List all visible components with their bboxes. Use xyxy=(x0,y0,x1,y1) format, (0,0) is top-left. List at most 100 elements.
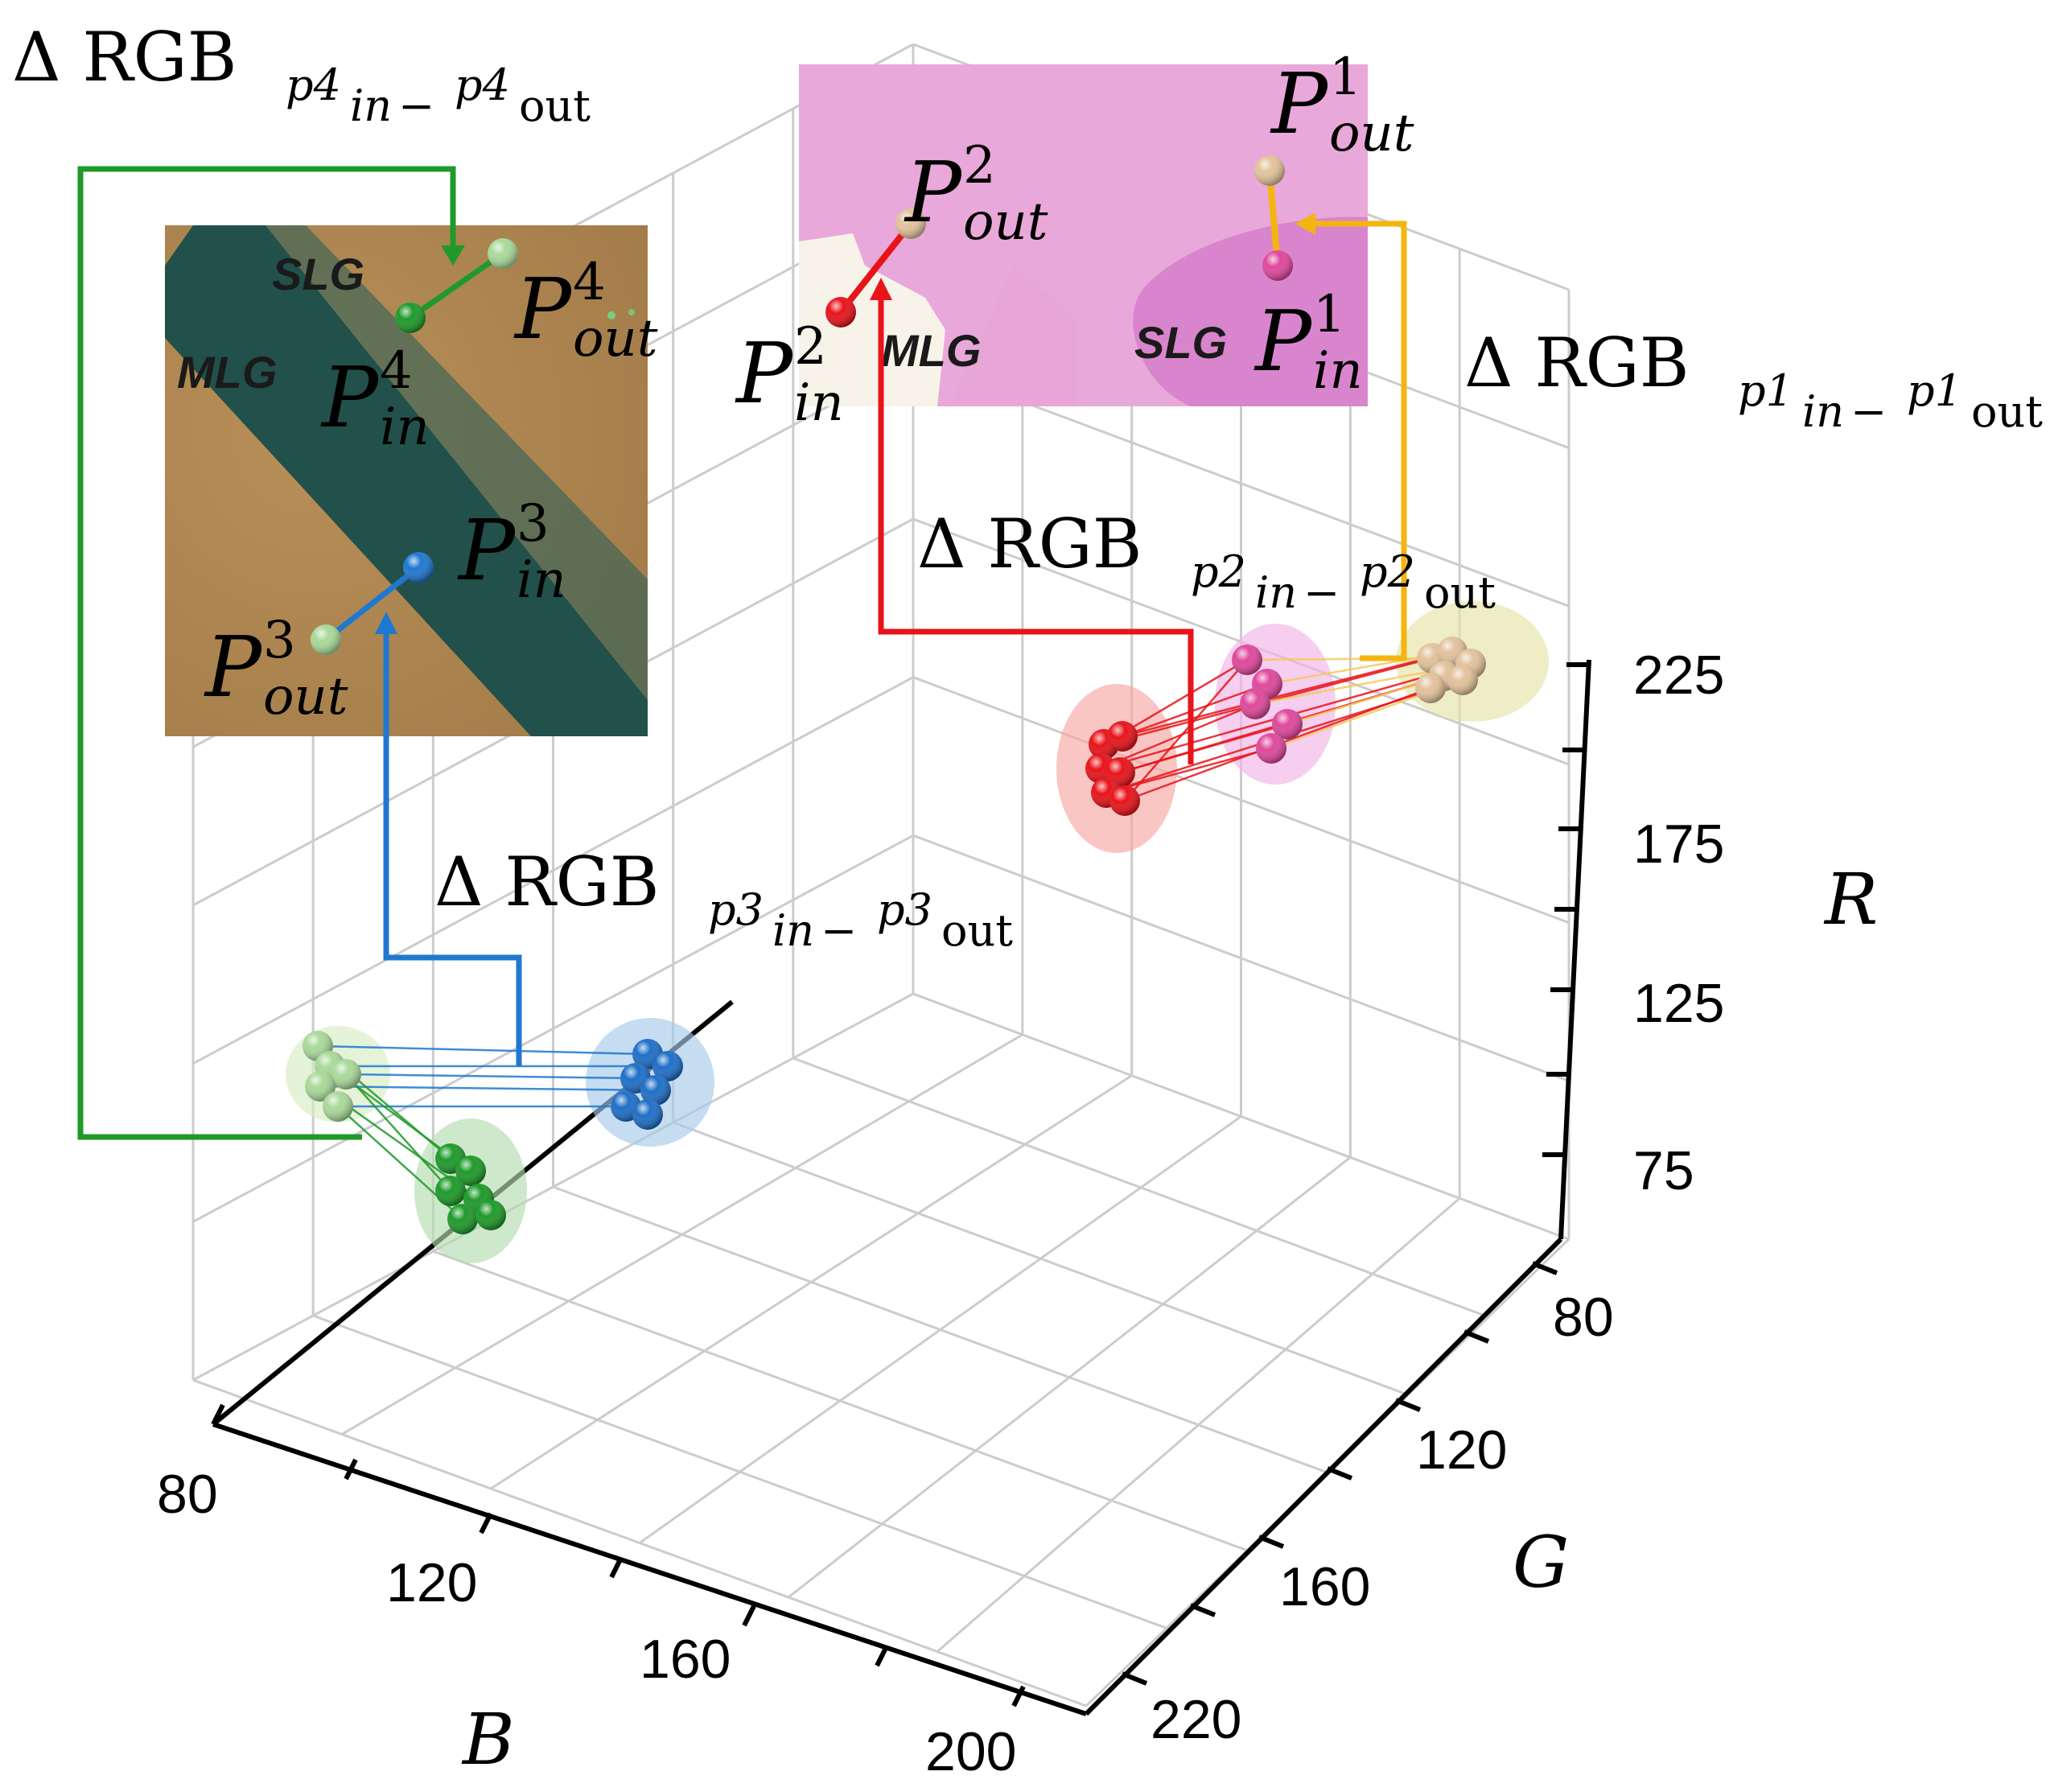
b-tick-label: 80 xyxy=(157,1464,218,1525)
delta-label-p2-sub-a: p2 xyxy=(1191,546,1246,597)
data-point-shade xyxy=(1256,733,1286,764)
pair-connection xyxy=(1122,650,1453,738)
b-axis-tick xyxy=(344,1458,358,1481)
floor-grid-line xyxy=(552,1185,1328,1474)
label-p3-out-sub: out xyxy=(263,667,348,727)
axis-label-r: R xyxy=(1823,858,1878,941)
g-axis-tick xyxy=(1189,1603,1216,1617)
b-axis-line xyxy=(212,1422,1087,1716)
g-tick-label: 160 xyxy=(1279,1556,1370,1617)
label-p1-in: P xyxy=(1253,292,1313,390)
b-axis-tick xyxy=(1011,1685,1026,1708)
data-point-shade xyxy=(1447,665,1478,695)
delta-label-p1-sub-a-idx: in xyxy=(1802,386,1844,437)
tick-labels: 80 120 160 200 80 120 160 220 75 125 175 225 xyxy=(157,645,1724,1782)
label-p3-in-sub: in xyxy=(517,550,566,610)
data-point-shade xyxy=(1415,673,1446,703)
data-point-shade xyxy=(1107,721,1138,752)
g-axis-tick xyxy=(1121,1671,1148,1686)
r-tick-label: 225 xyxy=(1633,645,1724,706)
floor-grid-line xyxy=(792,1057,1489,1319)
b-axis-tick xyxy=(742,1605,756,1627)
data-point-shade xyxy=(305,1071,335,1102)
data-point-shade xyxy=(1240,689,1270,719)
delta-label-p4-sub-a-idx: in xyxy=(350,80,392,131)
delta-label-p3: Δ RGB xyxy=(434,842,659,921)
pair-connection xyxy=(1122,682,1268,738)
delta-label-p3-sub-b-idx: out xyxy=(941,905,1013,956)
right-inset-image: MLG SLG xyxy=(799,64,1368,406)
g-axis-tick xyxy=(1531,1261,1558,1275)
data-point-shade xyxy=(455,1156,486,1186)
label-p4-in-sup: 4 xyxy=(380,341,413,401)
data-point-shade xyxy=(1272,709,1303,739)
b-axis-tick xyxy=(211,1403,225,1426)
back-wall-grid-line xyxy=(912,834,1570,1082)
delta-label-p4-sub-b-idx: out xyxy=(519,80,591,131)
b-axis-tick xyxy=(875,1645,889,1667)
delta-label-p3-sub-a-idx: in xyxy=(772,905,814,956)
g-axis-tick xyxy=(1258,1535,1285,1549)
delta-label-p3-dash: − xyxy=(821,905,857,956)
green-arrow xyxy=(77,166,456,1140)
g-axis-line xyxy=(1084,1237,1563,1716)
data-point-shade xyxy=(323,1091,353,1122)
data-point-shade xyxy=(652,1051,683,1081)
g-axis-tick xyxy=(1326,1466,1353,1481)
label-p4-out-sub: out xyxy=(573,309,658,369)
left-wall-grid-line xyxy=(192,676,914,1065)
left-inset-image: SLG MLG xyxy=(165,225,648,736)
r-tick-label: 175 xyxy=(1633,814,1724,875)
data-point-shade xyxy=(640,1075,671,1106)
g-axis-tick xyxy=(1394,1398,1422,1412)
pair-connection xyxy=(1119,723,1288,774)
data-point-shade xyxy=(435,1176,466,1206)
delta-label-p4-dash: − xyxy=(398,80,434,131)
data-points xyxy=(303,636,1486,1234)
data-point-shade xyxy=(447,1204,478,1234)
red-arrow xyxy=(878,294,1194,764)
r-axis-line xyxy=(1558,659,1591,1240)
blue-arrow xyxy=(383,624,522,1066)
back-wall-grid-line xyxy=(912,676,1570,925)
data-point-shade xyxy=(1109,785,1140,816)
b-tick-label: 200 xyxy=(925,1721,1016,1782)
pair-connection xyxy=(319,1085,657,1092)
label-p1-in-sub: in xyxy=(1313,341,1363,401)
g-axis-tick xyxy=(1463,1329,1490,1344)
label-p3-in: P xyxy=(457,501,517,599)
label-p4-in-sub: in xyxy=(380,398,430,457)
delta-label-p2-dash: − xyxy=(1303,567,1340,618)
delta-label-p4-sub-a: p4 xyxy=(286,60,341,110)
delta-label-p2-sub-b-idx: out xyxy=(1424,567,1496,618)
label-p2-in-sup: 2 xyxy=(794,317,827,377)
delta-label-p3-sub-b: p3 xyxy=(877,884,932,935)
pair-connection xyxy=(317,1044,648,1056)
delta-label-p1-sub-b: p1 xyxy=(1907,365,1962,416)
delta-label-p1-dash: − xyxy=(1850,386,1887,437)
pair-connection xyxy=(1100,702,1256,770)
delta-label-p4-sub-b: p4 xyxy=(455,60,510,110)
label-p4-out: P xyxy=(513,260,573,358)
label-p1-out: P xyxy=(1270,55,1329,153)
arrows xyxy=(77,166,1407,1140)
delta-label-p3-sub-a: p3 xyxy=(708,884,764,935)
region-label-mlg-left: MLG xyxy=(177,347,277,398)
delta-label-p2-sub-b: p2 xyxy=(1360,546,1415,597)
floor-grid-line xyxy=(936,1197,1461,1653)
g-tick-label: 120 xyxy=(1416,1419,1507,1481)
left-wall-grid-line xyxy=(192,834,914,1223)
region-label-slg-left: SLG xyxy=(272,249,364,299)
region-label-slg-right: SLG xyxy=(1134,317,1227,368)
axis-label-b: B xyxy=(461,1698,515,1781)
data-point-shade xyxy=(331,1059,361,1090)
label-p1-in-sup: 1 xyxy=(1313,285,1346,344)
label-p2-in-sub: in xyxy=(794,373,844,433)
region-label-mlg-right: MLG xyxy=(881,325,981,376)
b-tick-label: 120 xyxy=(386,1552,477,1613)
data-point-shade xyxy=(632,1099,663,1130)
label-p1-out-sub: out xyxy=(1329,104,1414,163)
